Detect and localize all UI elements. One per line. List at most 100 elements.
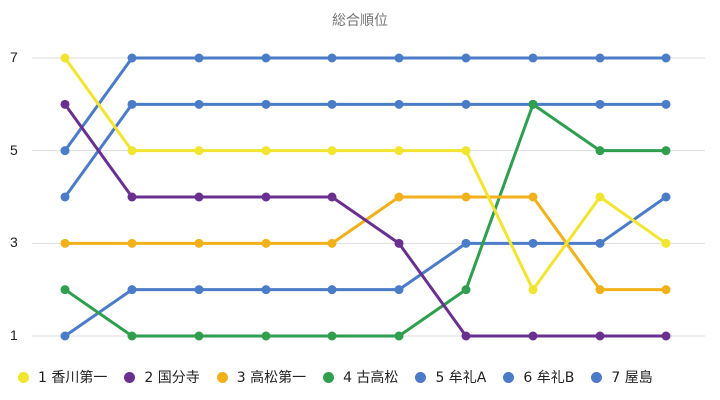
series-4[interactable] [60,99,671,341]
data-point[interactable] [528,99,538,109]
data-point[interactable] [194,331,204,341]
data-point[interactable] [327,331,337,341]
data-point[interactable] [461,146,471,156]
data-point[interactable] [261,192,271,202]
legend-item[interactable]: 1 香川第一 [18,367,107,387]
data-point[interactable] [394,53,404,63]
data-point[interactable] [194,146,204,156]
data-point[interactable] [60,285,70,295]
data-point[interactable] [127,53,137,63]
series-7[interactable] [60,192,671,341]
series-5[interactable] [60,53,671,156]
data-point[interactable] [127,192,137,202]
data-point[interactable] [394,285,404,295]
data-point[interactable] [595,285,605,295]
data-point[interactable] [194,192,204,202]
legend-label: 2 国分寺 [144,370,200,386]
data-point[interactable] [461,192,471,202]
data-point[interactable] [394,331,404,341]
legend-dot-icon [323,371,335,383]
data-point[interactable] [661,192,671,202]
legend-dot-icon [124,371,136,383]
data-point[interactable] [194,238,204,248]
data-point[interactable] [461,238,471,248]
data-point[interactable] [595,192,605,202]
legend-label: 6 牟礼B [523,370,575,386]
legend-dot-icon [591,371,603,383]
data-point[interactable] [661,99,671,109]
data-point[interactable] [194,53,204,63]
data-point[interactable] [595,238,605,248]
data-point[interactable] [60,146,70,156]
legend-item[interactable]: 2 国分寺 [124,367,200,387]
legend-label: 7 屋島 [611,370,653,386]
legend-label: 4 古高松 [343,370,399,386]
data-point[interactable] [127,99,137,109]
legend-dot-icon [503,371,515,383]
line-chart-plot [32,53,705,341]
legend-item[interactable]: 4 古高松 [323,367,398,387]
data-point[interactable] [528,331,538,341]
y-tick-label: 5 [10,141,18,158]
data-point[interactable] [327,53,337,63]
data-point[interactable] [127,331,137,341]
y-tick-label: 7 [10,49,18,65]
data-point[interactable] [60,238,70,248]
data-point[interactable] [194,99,204,109]
data-point[interactable] [461,99,471,109]
data-point[interactable] [595,146,605,156]
data-point[interactable] [595,53,605,63]
data-point[interactable] [261,53,271,63]
data-point[interactable] [327,192,337,202]
legend-item[interactable]: 5 牟礼A [415,367,486,387]
data-point[interactable] [60,53,70,63]
data-point[interactable] [194,285,204,295]
data-point[interactable] [661,285,671,295]
y-tick-label: 1 [10,327,18,343]
chart-title: 総合順位 [332,13,388,29]
data-point[interactable] [60,99,70,109]
data-point[interactable] [661,53,671,63]
legend-item[interactable]: 6 牟礼B [503,367,574,387]
data-point[interactable] [661,331,671,341]
legend-label: 1 香川第一 [38,370,108,386]
legend: 1 香川第一 2 国分寺 3 高松第一 4 古高松 5 牟礼A 6 牟礼B 7 屋島 [18,365,670,389]
legend-item[interactable]: 3 高松第一 [216,367,307,387]
data-point[interactable] [327,99,337,109]
data-point[interactable] [394,99,404,109]
series-1[interactable] [60,53,671,295]
data-point[interactable] [261,146,271,156]
data-point[interactable] [528,285,538,295]
data-point[interactable] [127,146,137,156]
data-point[interactable] [327,146,337,156]
data-point[interactable] [528,53,538,63]
data-point[interactable] [261,99,271,109]
data-point[interactable] [127,285,137,295]
legend-label: 3 高松第一 [236,370,307,386]
series-6[interactable] [60,99,671,202]
data-point[interactable] [60,192,70,202]
data-point[interactable] [60,331,70,341]
data-point[interactable] [661,238,671,248]
data-point[interactable] [327,285,337,295]
data-point[interactable] [595,331,605,341]
data-point[interactable] [528,192,538,202]
data-point[interactable] [127,238,137,248]
data-point[interactable] [261,285,271,295]
data-point[interactable] [661,146,671,156]
data-point[interactable] [261,238,271,248]
data-point[interactable] [394,146,404,156]
data-point[interactable] [394,192,404,202]
data-point[interactable] [461,285,471,295]
data-point[interactable] [394,238,404,248]
data-point[interactable] [327,238,337,248]
legend-item[interactable]: 7 屋島 [591,367,653,387]
legend-label: 5 牟礼A [435,370,487,386]
y-tick-label: 3 [10,234,18,251]
data-point[interactable] [261,331,271,341]
data-point[interactable] [528,238,538,248]
data-point[interactable] [595,99,605,109]
data-point[interactable] [461,331,471,341]
series-2[interactable] [60,99,671,341]
data-point[interactable] [461,53,471,63]
